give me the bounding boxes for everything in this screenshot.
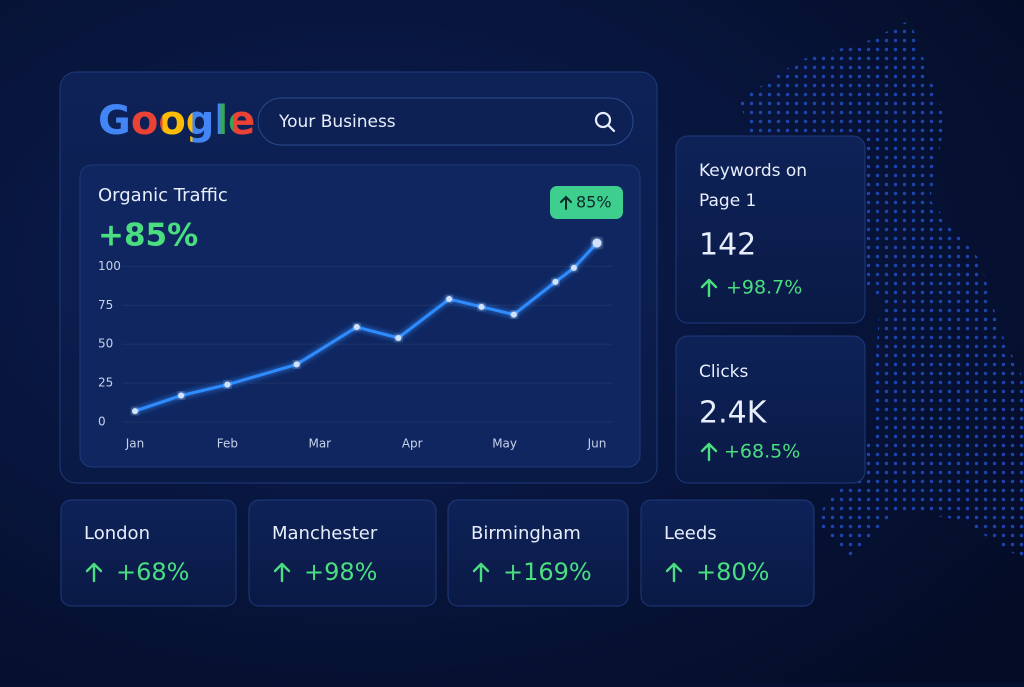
x-tick-label: Feb [217, 437, 238, 451]
x-tick-label: Jan [125, 437, 145, 451]
search-icon[interactable] [594, 111, 616, 133]
point [570, 264, 577, 271]
point [178, 392, 185, 399]
city-change: +169% [503, 558, 592, 586]
up-arrow [273, 562, 291, 583]
y-tick-label: 75 [98, 298, 113, 312]
line [134, 241, 599, 413]
clicks-card [675, 335, 866, 484]
stat-value: 2.4K [699, 396, 768, 431]
x-tick-label: Mar [308, 437, 331, 451]
up-arrow [85, 562, 103, 583]
stat-change: +68.5% [724, 441, 800, 463]
point [552, 278, 559, 285]
point [293, 361, 300, 368]
city-name: Birmingham [471, 523, 581, 544]
chart-title: Organic Traffic [98, 185, 228, 206]
y-tick-label: 0 [98, 415, 106, 429]
stat-label: Page 1 [699, 191, 756, 211]
search-text: Your Business [278, 112, 396, 132]
x-tick-label: Apr [402, 437, 423, 451]
x-tick-label: May [492, 437, 517, 451]
badge-text: 85% [576, 193, 612, 212]
city-name: Leeds [664, 523, 717, 544]
stat-label: Keywords on [699, 161, 807, 181]
y-tick-label: 100 [98, 259, 121, 273]
stat-label: Clicks [699, 362, 749, 382]
city-change: +80% [696, 558, 769, 586]
point [510, 311, 517, 318]
up-arrow [700, 278, 718, 298]
chart-subtitle: +85% [98, 218, 198, 254]
point [478, 303, 485, 310]
badge [550, 186, 623, 219]
logo: Google [98, 98, 255, 144]
point [446, 296, 453, 303]
badge-arrow [560, 195, 572, 210]
chart-panel [79, 164, 641, 468]
point [132, 408, 138, 415]
city-name: London [84, 523, 150, 544]
city-name: Manchester [272, 523, 378, 544]
search-box[interactable] [257, 97, 634, 146]
keywords-card [675, 135, 866, 324]
up-arrow [700, 442, 718, 462]
point [592, 238, 602, 248]
point [224, 381, 231, 388]
stat-value: 142 [699, 228, 756, 263]
y-tick-label: 50 [98, 337, 113, 351]
city-card [447, 499, 629, 607]
city-card [60, 499, 237, 607]
city-change: +98% [304, 558, 377, 586]
point [353, 324, 360, 331]
point [395, 334, 402, 341]
city-change: +68% [116, 558, 189, 586]
city-card [248, 499, 437, 607]
x-tick-label: Jun [587, 437, 607, 451]
stat-change: +98.7% [726, 277, 802, 299]
y-tick-label: 25 [98, 376, 113, 390]
city-card [640, 499, 815, 607]
up-arrow [665, 562, 683, 583]
up-arrow [472, 562, 490, 583]
